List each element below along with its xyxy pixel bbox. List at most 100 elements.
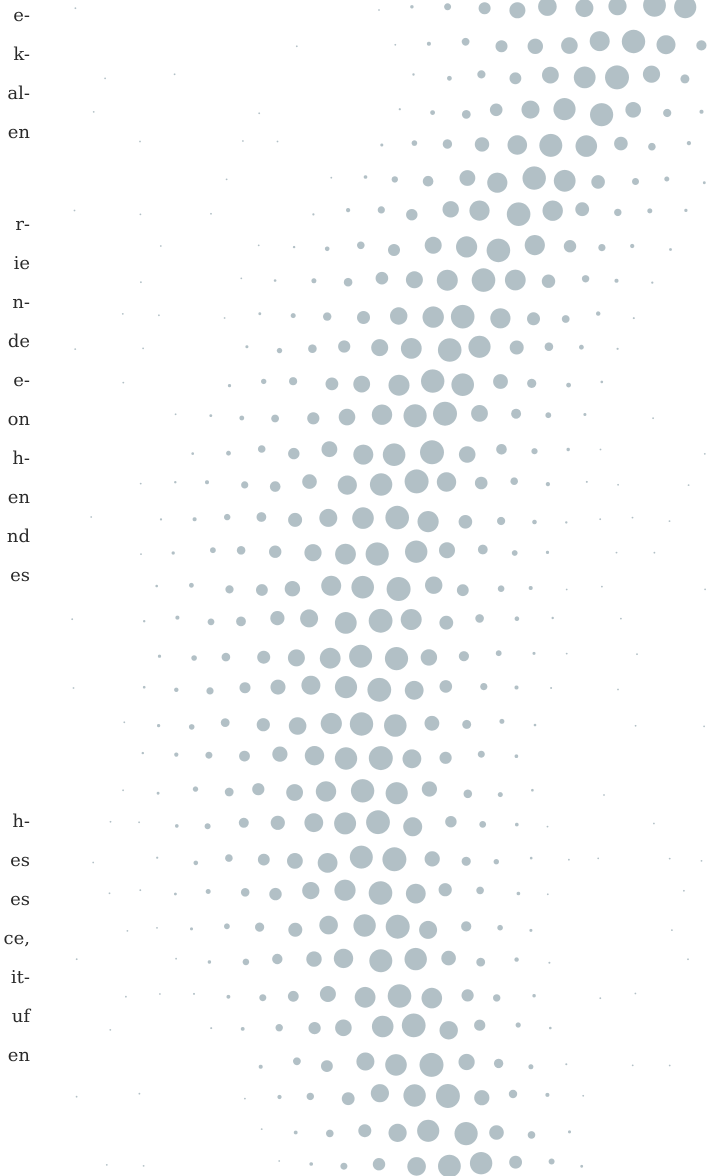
halftone-dot bbox=[403, 404, 427, 428]
halftone-dot bbox=[458, 651, 469, 662]
halftone-dot bbox=[375, 271, 389, 285]
halftone-dot bbox=[304, 544, 322, 562]
halftone-dot bbox=[439, 680, 453, 693]
halftone-dot bbox=[378, 9, 380, 11]
halftone-dot bbox=[664, 176, 670, 182]
halftone-dot bbox=[338, 408, 356, 426]
halftone-dot bbox=[529, 856, 533, 860]
halftone-dot bbox=[385, 782, 408, 805]
halftone-dot bbox=[599, 448, 602, 451]
halftone-dot bbox=[642, 65, 661, 83]
halftone-dot bbox=[357, 311, 370, 324]
halftone-dot bbox=[257, 244, 260, 247]
halftone-dot bbox=[354, 986, 376, 1008]
halftone-dot bbox=[306, 951, 322, 967]
halftone-dot bbox=[489, 1125, 504, 1140]
halftone-dot bbox=[420, 649, 438, 666]
halftone-dot bbox=[441, 950, 456, 966]
halftone-dot bbox=[289, 377, 298, 386]
halftone-dot bbox=[140, 553, 142, 555]
halftone-dot bbox=[255, 922, 265, 932]
halftone-dot bbox=[286, 784, 303, 801]
halftone-dot bbox=[387, 984, 412, 1008]
halftone-dot bbox=[257, 445, 266, 453]
halftone-dot bbox=[75, 958, 78, 961]
halftone-dot bbox=[527, 312, 540, 326]
halftone-dot bbox=[426, 41, 431, 46]
halftone-dot bbox=[404, 947, 427, 971]
halftone-dot bbox=[121, 313, 124, 315]
halftone-dot bbox=[304, 813, 324, 833]
halftone-dot bbox=[405, 883, 426, 904]
halftone-dot bbox=[437, 338, 462, 362]
halftone-dot bbox=[139, 482, 142, 485]
halftone-dot bbox=[242, 958, 250, 966]
halftone-dot bbox=[388, 374, 410, 396]
halftone-dot bbox=[545, 482, 551, 487]
text-line: h- bbox=[12, 448, 30, 469]
halftone-dot bbox=[270, 611, 285, 626]
halftone-dot bbox=[495, 650, 502, 657]
halftone-dot bbox=[553, 98, 576, 121]
halftone-dot bbox=[461, 856, 471, 866]
halftone-dot bbox=[258, 112, 261, 115]
halftone-dot bbox=[365, 542, 389, 566]
halftone-dot bbox=[334, 612, 357, 634]
halftone-dot bbox=[504, 269, 526, 291]
halftone-dot bbox=[407, 1157, 426, 1176]
halftone-dot bbox=[385, 1054, 407, 1076]
halftone-dot bbox=[293, 1057, 301, 1066]
halftone-dot bbox=[424, 851, 440, 867]
halftone-dot bbox=[599, 518, 602, 521]
halftone-dot bbox=[632, 178, 639, 185]
halftone-dot bbox=[220, 718, 230, 727]
halftone-dot bbox=[333, 948, 354, 969]
halftone-dot bbox=[174, 687, 179, 692]
halftone-dot bbox=[356, 1052, 375, 1071]
halftone-dot bbox=[123, 721, 126, 724]
halftone-dot bbox=[287, 853, 303, 869]
halftone-dot bbox=[651, 281, 654, 284]
halftone-dot bbox=[566, 382, 571, 388]
halftone-dot bbox=[369, 949, 393, 973]
halftone-dot bbox=[349, 845, 373, 869]
halftone-dot bbox=[549, 1026, 552, 1030]
halftone-dot bbox=[425, 576, 443, 594]
halftone-dot bbox=[531, 788, 534, 792]
halftone-dot bbox=[257, 853, 270, 866]
halftone-dot bbox=[496, 444, 507, 455]
halftone-dot bbox=[545, 1092, 550, 1097]
halftone-dot bbox=[499, 718, 505, 724]
halftone-dot bbox=[591, 175, 605, 189]
halftone-dot bbox=[603, 794, 605, 796]
halftone-dot bbox=[671, 929, 673, 931]
halftone-dot bbox=[469, 1152, 493, 1175]
halftone-dot bbox=[439, 751, 452, 764]
halftone-dot bbox=[480, 683, 488, 691]
halftone-dot bbox=[191, 655, 197, 661]
halftone-dot bbox=[417, 510, 439, 533]
halftone-dot bbox=[550, 687, 553, 689]
halftone-dot bbox=[157, 724, 161, 728]
halftone-dot bbox=[614, 208, 622, 217]
halftone-dot bbox=[699, 109, 704, 114]
halftone-dot bbox=[495, 40, 508, 53]
halftone-dot bbox=[702, 181, 706, 185]
halftone-dot bbox=[368, 881, 393, 905]
halftone-dot bbox=[319, 508, 338, 527]
halftone-dot bbox=[616, 347, 619, 350]
halftone-dot bbox=[450, 304, 475, 329]
halftone-dot bbox=[256, 584, 268, 596]
text-line: it- bbox=[10, 967, 30, 988]
halftone-dot bbox=[357, 241, 365, 250]
halftone-dot bbox=[545, 550, 550, 555]
halftone-dot bbox=[404, 469, 429, 494]
halftone-dot bbox=[192, 786, 199, 792]
halftone-dot bbox=[521, 100, 540, 119]
halftone-dot bbox=[72, 687, 75, 689]
halftone-dot bbox=[433, 401, 457, 426]
halftone-dot bbox=[174, 892, 177, 896]
halftone-dot bbox=[634, 992, 637, 995]
halftone-dot bbox=[384, 714, 407, 737]
halftone-dot bbox=[353, 375, 371, 393]
